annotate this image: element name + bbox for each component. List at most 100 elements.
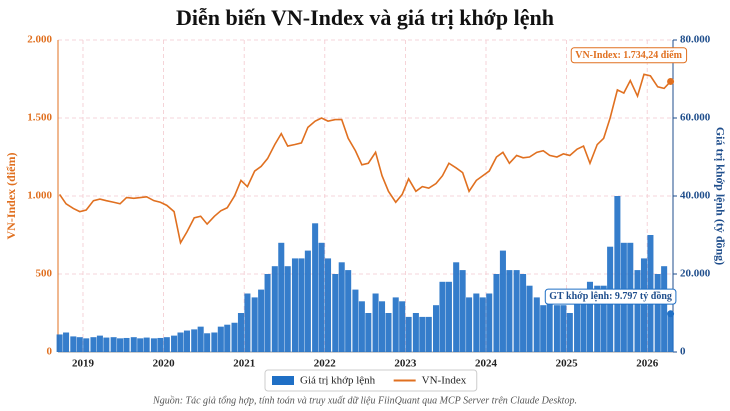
- bar: [553, 305, 560, 352]
- legend-label: VN-Index: [422, 375, 467, 387]
- bar: [365, 313, 372, 352]
- bar: [640, 258, 648, 352]
- bar: [271, 266, 278, 352]
- bar: [614, 196, 621, 352]
- bar: [439, 281, 446, 352]
- bar: [56, 334, 63, 352]
- bar: [103, 337, 110, 352]
- bar: [123, 337, 130, 352]
- x-tick-label: 2024: [475, 358, 498, 370]
- bar: [318, 242, 325, 352]
- bar: [143, 337, 150, 352]
- bar: [493, 274, 500, 352]
- bar: [324, 258, 332, 352]
- bar: [244, 293, 251, 352]
- bar: [580, 289, 587, 352]
- y2-tick-label: 20.000: [680, 268, 711, 280]
- y-tick-label: 0: [47, 346, 53, 358]
- annotation-box: [544, 288, 677, 305]
- bar: [600, 285, 607, 352]
- bar: [392, 297, 399, 352]
- bar: [298, 258, 305, 352]
- bar: [513, 270, 520, 352]
- bar: [171, 335, 178, 352]
- annotation-point: [667, 310, 675, 318]
- bar: [667, 313, 674, 352]
- annotation-box: [570, 47, 688, 64]
- bar: [358, 301, 365, 352]
- bar: [385, 313, 392, 352]
- bar: [533, 297, 540, 352]
- bar: [110, 337, 117, 352]
- bar: [479, 297, 486, 352]
- bar: [586, 281, 594, 352]
- bar: [117, 338, 124, 352]
- bar: [191, 329, 198, 352]
- y2-axis-title: Giá trị khớp lệnh (tỷ đồng): [713, 127, 727, 265]
- bar: [76, 337, 83, 352]
- bar: [473, 293, 480, 352]
- y-tick-label: 2.000: [27, 34, 52, 46]
- x-tick-label: 2022: [314, 358, 337, 370]
- legend-swatch: [272, 376, 294, 385]
- line: [58, 73, 672, 245]
- x-tick-label: 2020: [153, 358, 176, 370]
- y2-tick-label: 0: [680, 346, 686, 358]
- bar: [130, 337, 137, 352]
- bar: [546, 301, 553, 352]
- x-tick-label: 2023: [394, 358, 417, 370]
- y-tick-label: 1.000: [27, 190, 52, 202]
- bar: [83, 338, 90, 352]
- bar: [654, 274, 661, 352]
- bar: [574, 297, 581, 352]
- bar: [284, 266, 291, 352]
- annotation-point: [667, 77, 675, 85]
- source-note: Nguồn: Tác giả tổng hợp, tính toán và tr…: [152, 395, 577, 406]
- bar: [499, 250, 506, 352]
- bar: [419, 316, 426, 352]
- bar: [177, 332, 184, 352]
- chart-title: Diễn biến VN-Index và giá trị khớp lệnh: [176, 5, 554, 30]
- y2-tick-label: 80.000: [680, 34, 711, 46]
- bar: [661, 266, 668, 352]
- bar: [372, 293, 379, 352]
- bar: [506, 270, 513, 352]
- bar: [433, 305, 440, 352]
- bar: [566, 313, 573, 352]
- bar: [63, 332, 70, 352]
- bar: [224, 324, 231, 352]
- bar: [217, 326, 224, 352]
- bar: [163, 337, 170, 352]
- bar: [312, 223, 319, 352]
- bar: [237, 313, 244, 352]
- bar: [453, 262, 460, 352]
- bar: [379, 301, 386, 352]
- bar: [445, 281, 452, 352]
- y-tick-label: 500: [36, 268, 53, 280]
- bar: [211, 332, 218, 352]
- legend-label: Giá trị khớp lệnh: [300, 375, 376, 387]
- annotation-text: GT khớp lệnh: 9.797 tỷ đồng: [549, 291, 672, 302]
- bar: [96, 335, 103, 352]
- bar: [405, 316, 412, 352]
- x-tick-label: 2026: [636, 358, 659, 370]
- y-axis-title: VN-Index (điểm): [4, 153, 18, 240]
- bar: [264, 274, 271, 352]
- bar: [157, 337, 164, 352]
- bar: [412, 313, 419, 352]
- bar: [204, 333, 211, 352]
- bar: [486, 293, 493, 352]
- x-tick-label: 2025: [556, 358, 579, 370]
- bar: [70, 336, 77, 352]
- bar: [459, 270, 466, 352]
- bar: [197, 326, 204, 352]
- bar: [425, 316, 432, 352]
- bar: [526, 285, 533, 352]
- bar: [338, 262, 345, 352]
- bar: [332, 274, 339, 352]
- bar: [183, 330, 190, 352]
- annotation-text: VN-Index: 1.734,24 điểm: [575, 50, 682, 61]
- bar: [304, 250, 311, 352]
